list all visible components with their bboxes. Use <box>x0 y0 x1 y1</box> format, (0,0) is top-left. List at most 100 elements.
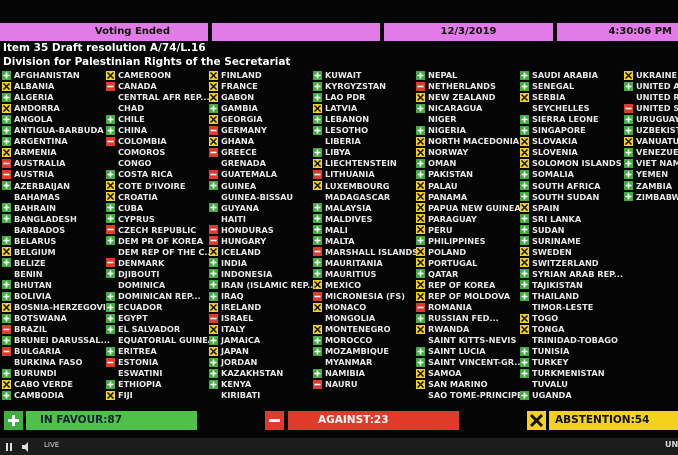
country-name: RWANDA <box>428 324 470 335</box>
player-controls[interactable] <box>6 442 30 452</box>
vote-abstain <box>209 136 218 146</box>
country-name: REP OF KOREA <box>428 279 496 290</box>
country-name: MONGOLIA <box>325 313 376 324</box>
country-name: MAURITANIA <box>325 257 383 268</box>
vote-abstain <box>520 313 529 323</box>
country-name: SAUDI ARABIA <box>532 70 598 80</box>
country-name: SIERRA LEONE <box>532 114 599 125</box>
vote-abstain <box>520 258 529 268</box>
vote-no <box>416 302 425 312</box>
country-name: CZECH REPUBLIC <box>118 224 197 235</box>
country-name: NETHERLANDS <box>428 81 496 92</box>
vote-yes <box>106 302 115 312</box>
vote-yes <box>106 346 115 356</box>
country-name: AFGHANISTAN <box>14 70 80 80</box>
country-name: ETHIOPIA <box>118 379 162 390</box>
country-name: GEORGIA <box>221 114 263 125</box>
country-name: IRELAND <box>221 302 262 313</box>
country-name: RUSSIAN FED... <box>428 313 499 324</box>
vote-abstain <box>313 324 322 334</box>
country-name: UNITED RE <box>636 92 678 103</box>
country-name: MEXICO <box>325 279 362 290</box>
country-name: GRENADA <box>221 158 266 169</box>
country-name: BRUNEI DARUSSAL... <box>14 335 110 346</box>
vote-yes <box>416 169 425 179</box>
vote-abstain <box>416 379 425 389</box>
country-name: ZAMBIA <box>636 180 673 191</box>
vote-no <box>2 324 11 334</box>
vote-yes <box>520 192 529 202</box>
country-name: HONDURAS <box>221 224 274 235</box>
country-name: ANDORRA <box>14 103 60 114</box>
vote-abstain <box>106 390 115 400</box>
vote-yes <box>520 125 529 135</box>
country-name: SURINAME <box>532 235 581 246</box>
country-name: SERBIA <box>532 92 566 103</box>
country-name: KYRGYZSTAN <box>325 81 387 92</box>
country-name: EGYPT <box>118 313 148 324</box>
country-name: NAURU <box>325 379 358 390</box>
vote-yes <box>2 203 11 213</box>
vote-abstain <box>520 203 529 213</box>
vote-abstain <box>209 70 218 80</box>
country-name: JORDAN <box>221 357 258 368</box>
country-name: SOMALIA <box>532 169 574 180</box>
country-name: SLOVENIA <box>532 147 578 158</box>
country-name: CABO VERDE <box>14 379 74 390</box>
vote-abstain <box>209 81 218 91</box>
in-favour-total: IN FAVOUR:87 <box>26 411 197 430</box>
vote-no <box>106 81 115 91</box>
country-name: NICARAGUA <box>428 103 483 114</box>
vote-yes <box>313 214 322 224</box>
vote-abstain <box>416 280 425 290</box>
country-name: SAN MARINO <box>428 379 488 390</box>
country-name: ROMANIA <box>428 302 472 313</box>
vote-abstain <box>106 192 115 202</box>
vote-yes <box>106 291 115 301</box>
country-name: LUXEMBOURG <box>325 180 390 191</box>
country-name: NIGERIA <box>428 125 466 136</box>
country-name: TURKEY <box>532 357 569 368</box>
country-name: LESOTHO <box>325 125 369 136</box>
vote-yes <box>106 236 115 246</box>
country-name: COMOROS <box>118 147 166 158</box>
country-name: AUSTRALIA <box>14 158 66 169</box>
country-name: NORTH MACEDONIA <box>428 136 520 147</box>
country-name: EL SALVADOR <box>118 324 181 335</box>
vote-yes <box>2 70 11 80</box>
vote-yes <box>624 147 633 157</box>
vote-yes <box>416 236 425 246</box>
vote-yes <box>416 269 425 279</box>
vote-yes <box>209 379 218 389</box>
vote-yes <box>209 335 218 345</box>
vote-yes <box>2 280 11 290</box>
vote-yes <box>106 313 115 323</box>
country-name: BAHAMAS <box>14 191 61 202</box>
country-name: BRAZIL <box>14 324 48 335</box>
country-name: VENEZUEL <box>636 147 678 158</box>
vote-abstain <box>416 147 425 157</box>
vote-yes <box>313 203 322 213</box>
vote-yes <box>416 357 425 367</box>
vote-yes <box>313 335 322 345</box>
country-name: TRINIDAD-TOBAGO <box>532 335 618 346</box>
country-name: ALGERIA <box>14 92 54 103</box>
country-name: POLAND <box>428 246 467 257</box>
vote-abstain <box>416 92 425 102</box>
vote-no <box>209 147 218 157</box>
vote-yes <box>520 346 529 356</box>
country-name: GUYANA <box>221 202 260 213</box>
vote-yes <box>209 258 218 268</box>
country-name: COTE D'IVOIRE <box>118 180 186 191</box>
vote-no <box>209 169 218 179</box>
player-bar: LIVE UN <box>0 438 678 455</box>
vote-abstain <box>313 103 322 113</box>
country-name: CROATIA <box>118 191 158 202</box>
vote-abstain <box>520 247 529 257</box>
country-name: VANUATU <box>636 136 678 147</box>
vote-yes <box>624 181 633 190</box>
vote-yes <box>106 203 115 213</box>
country-name: NIGER <box>428 114 457 125</box>
vote-abstain <box>2 103 11 113</box>
vote-yes <box>2 181 11 190</box>
